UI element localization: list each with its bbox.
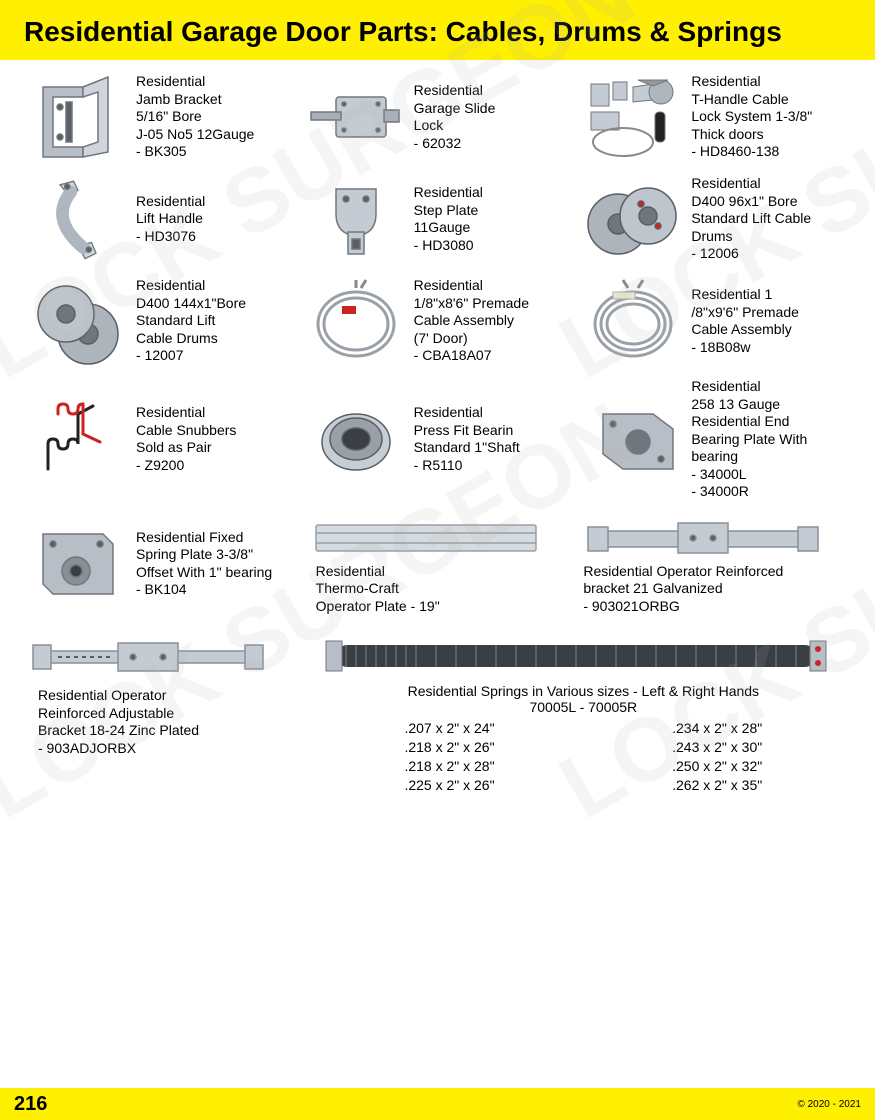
product-image	[583, 72, 683, 162]
product-springs: Residential Springs in Various sizes - L…	[316, 631, 851, 795]
product-image	[28, 631, 268, 681]
product-image	[306, 276, 406, 366]
copyright: © 2020 - 2021	[797, 1099, 861, 1110]
product-label: ResidentialD400 144x1"BoreStandard LiftC…	[136, 277, 246, 365]
spring-size: .225 x 2" x 26"	[404, 776, 494, 795]
product-thermo-plate: ResidentialThermo-CraftOperator Plate - …	[306, 513, 574, 616]
product-label: Residential OperatorReinforced Adjustabl…	[38, 687, 296, 757]
spring-size: .218 x 2" x 26"	[404, 738, 494, 757]
product-image	[583, 513, 823, 563]
product-image	[28, 174, 128, 264]
product-end-bearing-plate: Residential258 13 GaugeResidential EndBe…	[583, 378, 851, 501]
bottom-row: Residential OperatorReinforced Adjustabl…	[28, 631, 851, 795]
product-label: ResidentialPress Fit BearinStandard 1"Sh…	[414, 404, 520, 474]
product-label: ResidentialThermo-CraftOperator Plate - …	[316, 563, 574, 616]
product-bearing: ResidentialPress Fit BearinStandard 1"Sh…	[306, 378, 574, 501]
product-label: Residential FixedSpring Plate 3-3/8"Offs…	[136, 529, 272, 599]
spring-size: .207 x 2" x 24"	[404, 719, 494, 738]
spring-size: .234 x 2" x 28"	[672, 719, 762, 738]
product-jamb-bracket: ResidentialJamb Bracket5/16" BoreJ-05 No…	[28, 72, 296, 162]
product-cable-9ft: Residential 1/8"x9'6" PremadeCable Assem…	[583, 276, 851, 366]
product-image	[28, 72, 128, 162]
product-cable-7ft: Residential1/8"x8'6" PremadeCable Assemb…	[306, 276, 574, 366]
spring-size: .243 x 2" x 30"	[672, 738, 762, 757]
product-label: ResidentialLift Handle- HD3076	[136, 193, 205, 246]
product-image	[316, 631, 836, 679]
page-header: Residential Garage Door Parts: Cables, D…	[0, 0, 875, 60]
product-image	[583, 276, 683, 366]
product-label: Residential1/8"x8'6" PremadeCable Assemb…	[414, 277, 529, 365]
product-grid: ResidentialJamb Bracket5/16" BoreJ-05 No…	[28, 72, 851, 615]
spring-sizes-col2: .234 x 2" x 28" .243 x 2" x 30" .250 x 2…	[672, 719, 762, 795]
product-label: ResidentialT-Handle CableLock System 1-3…	[691, 73, 812, 161]
spring-size: .262 x 2" x 35"	[672, 776, 762, 795]
spring-sizes-col1: .207 x 2" x 24" .218 x 2" x 26" .218 x 2…	[404, 719, 494, 795]
spring-size: .250 x 2" x 32"	[672, 757, 762, 776]
product-image	[306, 72, 406, 162]
product-label: Residential258 13 GaugeResidential EndBe…	[691, 378, 807, 501]
product-label: ResidentialCable SnubbersSold as Pair- Z…	[136, 404, 236, 474]
springs-subtitle: 70005L - 70005R	[316, 699, 851, 715]
product-reinforced-bracket: Residential Operator Reinforcedbracket 2…	[583, 513, 851, 616]
product-step-plate: ResidentialStep Plate11Gauge- HD3080	[306, 174, 574, 264]
product-label: ResidentialGarage SlideLock- 62032	[414, 82, 496, 152]
product-lift-handle: ResidentialLift Handle- HD3076	[28, 174, 296, 264]
product-label: ResidentialJamb Bracket5/16" BoreJ-05 No…	[136, 73, 254, 161]
product-snubbers: ResidentialCable SnubbersSold as Pair- Z…	[28, 378, 296, 501]
page-title: Residential Garage Door Parts: Cables, D…	[24, 16, 851, 48]
product-image	[28, 276, 128, 366]
product-t-handle: ResidentialT-Handle CableLock System 1-3…	[583, 72, 851, 162]
product-label: Residential Operator Reinforcedbracket 2…	[583, 563, 851, 616]
page-footer: 216 © 2020 - 2021	[0, 1088, 875, 1120]
product-image	[306, 174, 406, 264]
product-label: ResidentialStep Plate11Gauge- HD3080	[414, 184, 483, 254]
product-adjust-bracket: Residential OperatorReinforced Adjustabl…	[28, 631, 296, 795]
product-label: Residential 1/8"x9'6" PremadeCable Assem…	[691, 286, 799, 356]
catalog-content: ResidentialJamb Bracket5/16" BoreJ-05 No…	[0, 60, 875, 805]
product-image	[583, 394, 683, 484]
product-image	[28, 394, 128, 484]
spring-size: .218 x 2" x 28"	[404, 757, 494, 776]
product-cable-drum-144: ResidentialD400 144x1"BoreStandard LiftC…	[28, 276, 296, 366]
product-label: ResidentialD400 96x1" BoreStandard Lift …	[691, 175, 811, 263]
product-cable-drum-96: ResidentialD400 96x1" BoreStandard Lift …	[583, 174, 851, 264]
page-number: 216	[14, 1093, 47, 1116]
springs-title: Residential Springs in Various sizes - L…	[316, 683, 851, 699]
product-image	[306, 394, 406, 484]
product-image	[28, 519, 128, 609]
product-image	[583, 174, 683, 264]
product-spring-plate: Residential FixedSpring Plate 3-3/8"Offs…	[28, 513, 296, 616]
product-slide-lock: ResidentialGarage SlideLock- 62032	[306, 72, 574, 162]
product-image	[306, 513, 546, 563]
